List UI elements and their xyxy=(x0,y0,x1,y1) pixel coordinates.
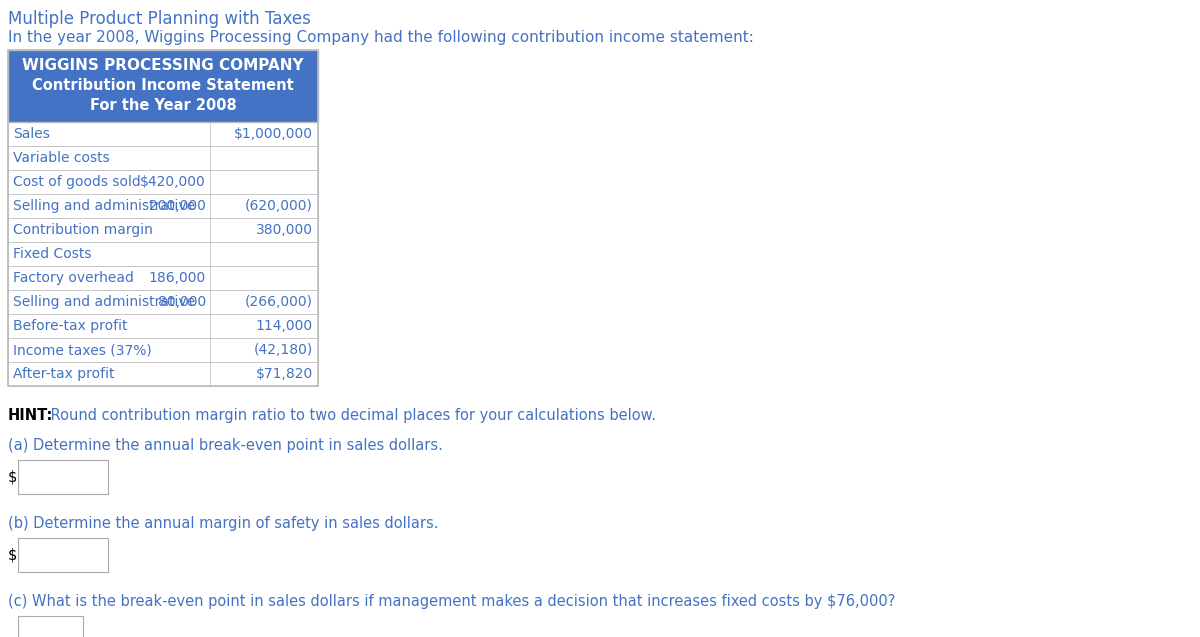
Bar xyxy=(8,290,318,314)
Text: $1,000,000: $1,000,000 xyxy=(234,127,313,141)
Bar xyxy=(8,50,318,122)
Text: Before-tax profit: Before-tax profit xyxy=(13,319,127,333)
Text: $420,000: $420,000 xyxy=(140,175,206,189)
Bar xyxy=(8,362,318,386)
Bar xyxy=(8,170,318,194)
Text: (42,180): (42,180) xyxy=(253,343,313,357)
Bar xyxy=(8,218,318,242)
Text: Multiple Product Planning with Taxes: Multiple Product Planning with Taxes xyxy=(8,10,311,28)
Bar xyxy=(8,194,318,218)
Text: (b) Determine the annual margin of safety in sales dollars.: (b) Determine the annual margin of safet… xyxy=(8,516,438,531)
Text: Variable costs: Variable costs xyxy=(13,151,109,165)
Text: 80,000: 80,000 xyxy=(157,295,206,309)
Text: (266,000): (266,000) xyxy=(245,295,313,309)
Text: In the year 2008, Wiggins Processing Company had the following contribution inco: In the year 2008, Wiggins Processing Com… xyxy=(8,30,754,45)
Bar xyxy=(18,460,108,494)
Text: Cost of goods sold: Cost of goods sold xyxy=(13,175,140,189)
Text: (a) Determine the annual break-even point in sales dollars.: (a) Determine the annual break-even poin… xyxy=(8,438,443,453)
Text: For the Year 2008: For the Year 2008 xyxy=(90,98,236,113)
Bar xyxy=(8,338,318,362)
Bar xyxy=(8,146,318,170)
Bar xyxy=(18,538,108,572)
Bar xyxy=(18,616,83,637)
Text: After-tax profit: After-tax profit xyxy=(13,367,114,381)
Text: 200,000: 200,000 xyxy=(149,199,206,213)
Text: 114,000: 114,000 xyxy=(256,319,313,333)
Text: Selling and administrative: Selling and administrative xyxy=(13,199,196,213)
Text: (620,000): (620,000) xyxy=(245,199,313,213)
Text: 186,000: 186,000 xyxy=(149,271,206,285)
Text: HINT:: HINT: xyxy=(8,408,53,423)
Bar xyxy=(8,314,318,338)
Bar xyxy=(8,50,318,386)
Text: $71,820: $71,820 xyxy=(256,367,313,381)
Text: $: $ xyxy=(8,547,17,562)
Text: $: $ xyxy=(8,469,17,485)
Text: 380,000: 380,000 xyxy=(256,223,313,237)
Text: WIGGINS PROCESSING COMPANY: WIGGINS PROCESSING COMPANY xyxy=(22,58,304,73)
Text: Round contribution margin ratio to two decimal places for your calculations belo: Round contribution margin ratio to two d… xyxy=(46,408,656,423)
Text: (c) What is the break-even point in sales dollars if management makes a decision: (c) What is the break-even point in sale… xyxy=(8,594,895,609)
Text: Contribution margin: Contribution margin xyxy=(13,223,152,237)
Bar xyxy=(8,122,318,146)
Text: Factory overhead: Factory overhead xyxy=(13,271,134,285)
Text: Selling and administrative: Selling and administrative xyxy=(13,295,196,309)
Text: Contribution Income Statement: Contribution Income Statement xyxy=(32,78,294,94)
Bar xyxy=(8,266,318,290)
Text: Income taxes (37%): Income taxes (37%) xyxy=(13,343,151,357)
Bar xyxy=(8,242,318,266)
Text: Sales: Sales xyxy=(13,127,50,141)
Text: Fixed Costs: Fixed Costs xyxy=(13,247,91,261)
